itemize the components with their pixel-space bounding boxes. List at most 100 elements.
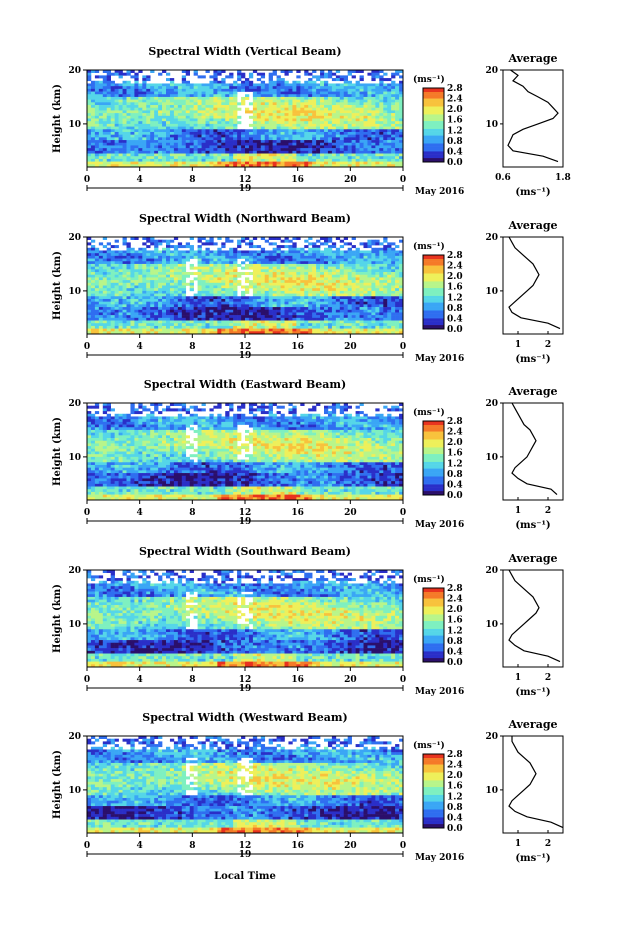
heatmap-cell [265, 286, 269, 289]
heatmap-cell [249, 143, 253, 146]
heatmap-cell [383, 296, 387, 299]
heatmap-cell [233, 97, 237, 100]
heatmap-cell [198, 294, 202, 297]
heatmap-cell [245, 94, 249, 97]
heatmap-cell [162, 154, 166, 157]
heatmap-cell [186, 256, 190, 259]
heatmap-cell [158, 269, 162, 272]
heatmap-cell [288, 105, 292, 108]
heatmap-cell [130, 119, 134, 122]
heatmap-cell [379, 304, 383, 307]
heatmap-cell [253, 272, 257, 275]
heatmap-cell [364, 121, 368, 124]
heatmap-cell [379, 269, 383, 272]
heatmap-cell [162, 135, 166, 138]
heatmap-cell [174, 154, 178, 157]
heatmap-cell [383, 135, 387, 138]
heatmap-cell [154, 288, 158, 291]
heatmap-cell [269, 78, 273, 81]
heatmap-cell [154, 269, 158, 272]
heatmap-cell [371, 148, 375, 151]
heatmap-cell [371, 307, 375, 310]
heatmap-cell [277, 267, 281, 270]
heatmap-cell [253, 162, 257, 165]
heatmap-cell [340, 286, 344, 289]
heatmap-cell [257, 129, 261, 132]
heatmap-cell [332, 315, 336, 318]
heatmap-cell [233, 121, 237, 124]
heatmap-cell [221, 110, 225, 113]
heatmap-cell [115, 154, 119, 157]
heatmap-cell [292, 86, 296, 89]
heatmap-cell [391, 94, 395, 97]
heatmap-cell [304, 261, 308, 264]
heatmap-cell [209, 156, 213, 159]
heatmap-cell [87, 119, 91, 122]
heatmap-cell [249, 272, 253, 275]
heatmap-cell [209, 116, 213, 119]
heatmap-cell [217, 154, 221, 157]
heatmap-cell [170, 277, 174, 280]
heatmap-cell [383, 145, 387, 148]
heatmap-cell [249, 312, 253, 315]
heatmap-cell [170, 137, 174, 140]
heatmap-cell [249, 286, 253, 289]
heatmap-cell [332, 116, 336, 119]
heatmap-cell [352, 156, 356, 159]
heatmap-cell [277, 108, 281, 111]
heatmap-cell [142, 318, 146, 321]
heatmap-cell [273, 102, 277, 105]
heatmap-cell [225, 148, 229, 151]
heatmap-cell [209, 280, 213, 283]
heatmap-cell [281, 137, 285, 140]
heatmap-cell [158, 264, 162, 267]
heatmap-cell [146, 124, 150, 127]
heatmap-cell [241, 291, 245, 294]
heatmap-cell [166, 89, 170, 92]
heatmap-cell [142, 272, 146, 275]
heatmap-cell [316, 302, 320, 305]
heatmap-cell [103, 272, 107, 275]
heatmap-cell [138, 259, 142, 262]
heatmap-cell [229, 102, 233, 105]
heatmap-cell [360, 105, 364, 108]
heatmap-cell [273, 321, 277, 324]
heatmap-cell [367, 310, 371, 313]
heatmap-cell [95, 256, 99, 259]
heatmap-cell [348, 296, 352, 299]
heatmap-cell [265, 110, 269, 113]
heatmap-cell [206, 148, 210, 151]
heatmap-cell [245, 151, 249, 154]
heatmap-cell [198, 145, 202, 148]
heatmap-cell [387, 294, 391, 297]
heatmap-cell [103, 100, 107, 103]
heatmap-cell [213, 296, 217, 299]
heatmap-cell [269, 315, 273, 318]
heatmap-cell [99, 116, 103, 119]
heatmap-cell [367, 145, 371, 148]
heatmap-cell [130, 102, 134, 105]
heatmap-cell [352, 148, 356, 151]
heatmap-cell [285, 116, 289, 119]
heatmap-cell [304, 302, 308, 305]
heatmap-cell [352, 304, 356, 307]
heatmap-cell [277, 294, 281, 297]
heatmap-cell [150, 121, 154, 124]
heatmap-cell [142, 302, 146, 305]
heatmap-cell [261, 119, 265, 122]
heatmap-cell [178, 259, 182, 262]
heatmap-cell [269, 259, 273, 262]
heatmap-cell [198, 100, 202, 103]
heatmap-cell [312, 100, 316, 103]
heatmap-cell [103, 312, 107, 315]
heatmap-cell [233, 108, 237, 111]
heatmap-cell [352, 137, 356, 140]
heatmap-cell [364, 113, 368, 116]
heatmap-cell [115, 304, 119, 307]
heatmap-cell [395, 312, 399, 315]
heatmap-cell [87, 116, 91, 119]
heatmap-cell [170, 145, 174, 148]
heatmap-cell [209, 240, 213, 243]
heatmap-cell [119, 280, 123, 283]
heatmap-cell [206, 294, 210, 297]
